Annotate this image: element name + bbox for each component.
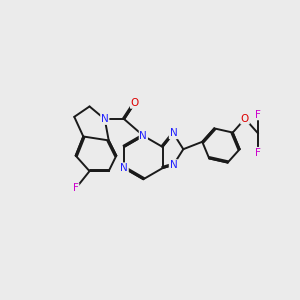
Text: N: N <box>169 160 177 170</box>
Text: N: N <box>140 131 147 141</box>
Text: N: N <box>101 114 109 124</box>
Text: F: F <box>255 148 261 158</box>
Text: O: O <box>131 98 139 108</box>
Text: N: N <box>120 163 128 173</box>
Text: N: N <box>169 128 177 139</box>
Text: F: F <box>255 110 261 119</box>
Text: F: F <box>73 184 79 194</box>
Text: O: O <box>241 114 249 124</box>
